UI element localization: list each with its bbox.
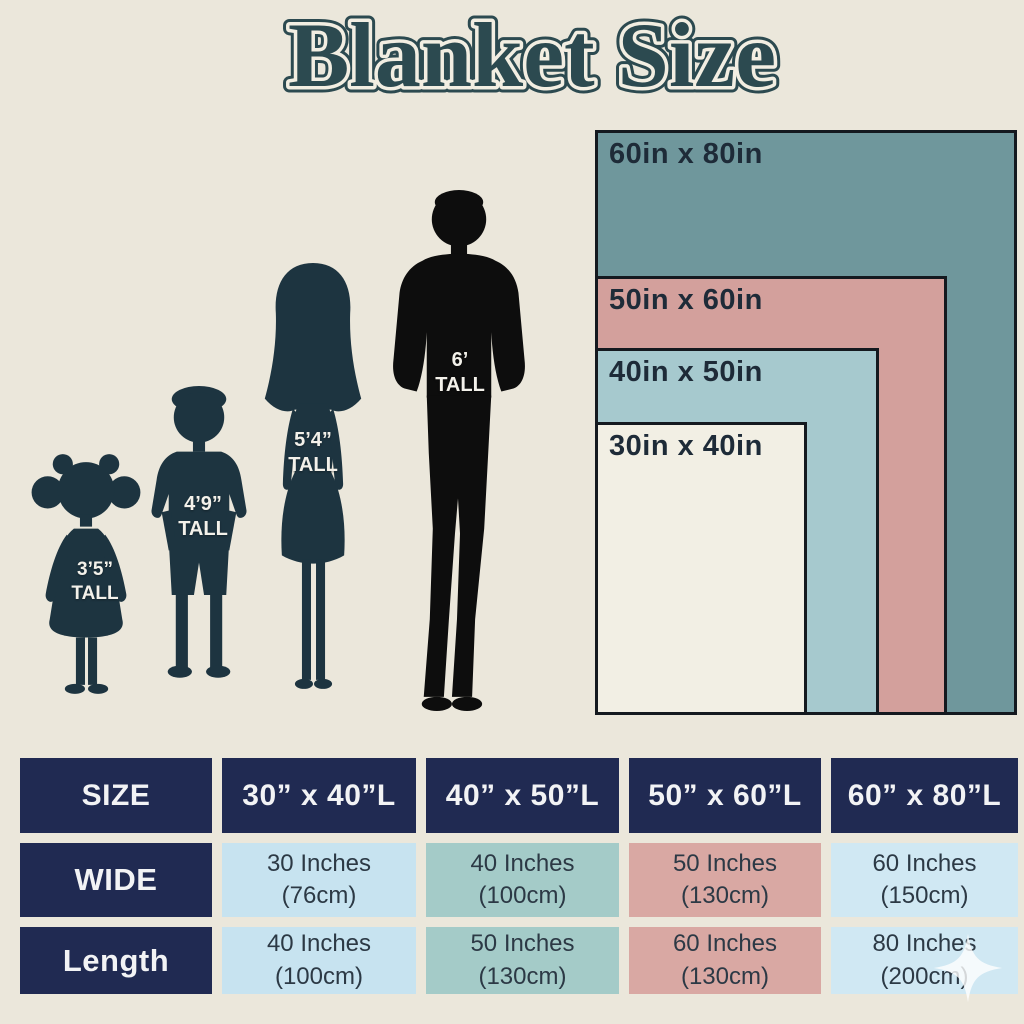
table-cell-wide-30x40: 30 Inches (76cm): [222, 843, 416, 917]
table-cell-wide-50x60: 50 Inches (130cm): [629, 843, 821, 917]
height-value: 6’: [451, 349, 469, 371]
table-header-col-30x40: 30” x 40”L: [222, 758, 416, 833]
blanket-size-label: 30in x 40in: [609, 430, 763, 462]
table-row-label-wide: WIDE: [20, 843, 212, 917]
table-cell-length-50x60: 60 Inches (130cm): [629, 927, 821, 994]
table-header-col-60x80: 60” x 80”L: [831, 758, 1018, 833]
sparkle-icon: [933, 933, 1003, 1003]
height-value: 4’9”: [184, 493, 222, 515]
table-cell-length-30x40: 40 Inches (100cm): [222, 927, 416, 994]
height-tall-word: TALL: [71, 582, 119, 604]
blanket-size-label: 50in x 60in: [609, 284, 763, 316]
table-header-size: SIZE: [20, 758, 212, 833]
height-tall-word: TALL: [178, 518, 228, 540]
man-height-label: 6’ TALL: [405, 348, 515, 398]
height-tall-word: TALL: [288, 454, 338, 476]
table-cell-wide-60x80: 60 Inches (150cm): [831, 843, 1018, 917]
blanket-size-label: 60in x 80in: [609, 138, 763, 170]
man-silhouette-icon: [393, 190, 525, 711]
height-value: 3’5”: [77, 559, 113, 580]
boy-height-label: 4’9” TALL: [148, 492, 258, 542]
blanket-size-label: 40in x 50in: [609, 356, 763, 388]
boy-silhouette-icon: [151, 386, 247, 678]
girl-height-label: 3’5” TALL: [40, 558, 150, 606]
table-cell-length-40x50: 50 Inches (130cm): [426, 927, 619, 994]
size-table: SIZE 30” x 40”L 40” x 50”L 50” x 60”L 60…: [20, 758, 1018, 994]
table-header-col-40x50: 40” x 50”L: [426, 758, 619, 833]
page-title-outline: Blanket Size: [288, 4, 776, 106]
table-row-label-length: Length: [20, 927, 212, 994]
height-tall-word: TALL: [435, 374, 485, 396]
woman-silhouette-icon: [264, 263, 362, 689]
table-cell-wide-40x50: 40 Inches (100cm): [426, 843, 619, 917]
girl-silhouette-icon: [31, 454, 141, 694]
page-title: Blanket Size Blanket Size: [281, 0, 782, 106]
height-value: 5’4”: [294, 429, 332, 451]
blanket-rect-30x40: 30in x 40in: [595, 422, 807, 715]
page-title-text: Blanket Size: [288, 4, 776, 106]
woman-height-label: 5’4” TALL: [258, 428, 368, 478]
table-header-col-50x60: 50” x 60”L: [629, 758, 821, 833]
